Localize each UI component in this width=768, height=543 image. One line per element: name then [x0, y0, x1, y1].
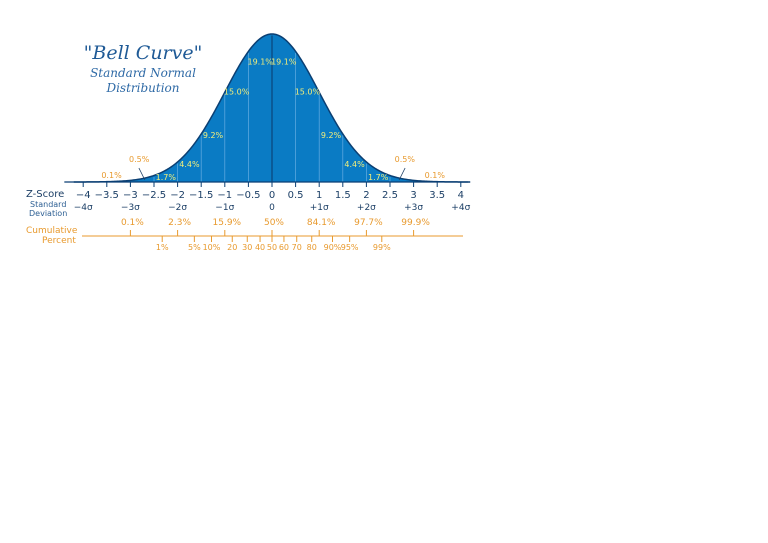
zscore-tick-label: 1.5 [335, 190, 351, 201]
segment-label: 15.0% [295, 87, 321, 96]
stddev-label: 0 [269, 203, 275, 213]
cumulative-minor-label: 5% [188, 243, 201, 252]
zscore-tick-label: −1.5 [189, 190, 213, 201]
segment-label: 19.1% [271, 58, 297, 67]
chart-subtitle-line1: Standard Normal [90, 66, 196, 80]
zscore-tick-label: −2 [170, 190, 185, 201]
segment-label: 15.0% [224, 87, 250, 96]
chart-title: "Bell Curve" [84, 42, 203, 64]
segment-labels: 0.5%1.7%4.4%9.2%15.0%19.1%19.1%15.0%9.2%… [101, 58, 445, 182]
stddev-axis-label-line1: Standard [30, 200, 66, 209]
zscore-tick-label: 2 [363, 190, 369, 201]
zscore-tick-label: −0.5 [236, 190, 260, 201]
cumulative-major-label: 2.3% [168, 218, 191, 228]
zscore-tick-label: 3 [410, 190, 416, 201]
cumulative-major-label: 15.9% [213, 218, 242, 228]
zscore-tick-label: 3.5 [429, 190, 445, 201]
zscore-tick-label: −1 [217, 190, 232, 201]
zscore-tick-label: 4 [458, 190, 464, 201]
zscore-tick-label: 0 [269, 190, 275, 201]
cumulative-minor-label: 90% [324, 243, 342, 252]
cumulative-minor-label: 30 [242, 243, 252, 252]
segment-leader-line [138, 167, 146, 181]
cumulative-minor-label: 60 [279, 243, 289, 252]
tail-label: 0.1% [101, 171, 122, 180]
segment-label: 1.7% [368, 173, 389, 182]
segment-label: 9.2% [321, 131, 342, 140]
stddev-label: +1σ [310, 203, 329, 213]
segment-label: 19.1% [247, 58, 273, 67]
zscore-tick-label: 1 [316, 190, 322, 201]
zscore-tick-label: −4 [76, 190, 91, 201]
cumulative-minor-label: 10% [203, 243, 221, 252]
stddev-label: −3σ [121, 203, 140, 213]
zscore-axis: −4 −3.5 −3 −2.5 −2 −1.5 −1 −0.5 0 0.5 1 1.5 2 2.5 3 3.5… [76, 182, 464, 201]
cumulative-axis-label-line2: Percent [42, 236, 76, 246]
cumulative-minor-label: 1% [156, 243, 169, 252]
segment-label: 9.2% [203, 131, 224, 140]
zscore-axis-label: Z-Score [26, 189, 64, 200]
cumulative-minor-label: 99% [373, 243, 391, 252]
cumulative-major-label: 99.9% [401, 218, 430, 228]
cumulative-minor-label: 80 [307, 243, 317, 252]
stddev-axis: −4σ −3σ −2σ −1σ 0 +1σ +2σ +3σ +4σ [74, 203, 471, 213]
cumulative-minor-label: 50 [267, 243, 277, 252]
cumulative-major-label: 50% [264, 218, 284, 228]
segment-label: 0.5% [395, 155, 416, 164]
cumulative-minor-label: 95% [341, 243, 359, 252]
cumulative-minor-label: 70 [292, 243, 302, 252]
stddev-label: −4σ [74, 203, 93, 213]
cumulative-minor-label: 20 [227, 243, 237, 252]
zscore-tick-label: 2.5 [382, 190, 398, 201]
curve-area [64, 33, 471, 183]
stddev-axis-label-line2: Deviation [29, 209, 67, 218]
stddev-label: −2σ [168, 203, 187, 213]
cumulative-major-label: 0.1% [121, 218, 144, 228]
zscore-tick-label: −3.5 [95, 190, 119, 201]
segment-label: 0.5% [129, 155, 150, 164]
stddev-label: +3σ [404, 203, 423, 213]
tail-label: 0.1% [425, 171, 446, 180]
segment-label: 4.4% [179, 160, 200, 169]
cumulative-minor-label: 40 [255, 243, 265, 252]
cumulative-major-label: 84.1% [307, 218, 336, 228]
stddev-label: +2σ [357, 203, 376, 213]
cumulative-major-label: 97.7% [354, 218, 383, 228]
zscore-tick-label: −3 [123, 190, 138, 201]
zscore-tick-label: −2.5 [142, 190, 166, 201]
cumulative-axis: 0.1% 2.3% 15.9% 50% 84.1% 97.7% 99.9% 1% 5% 10% 20… [82, 218, 463, 252]
segment-label: 1.7% [156, 173, 177, 182]
chart-subtitle-line2: Distribution [105, 81, 179, 95]
segment-label: 4.4% [344, 160, 365, 169]
bell-curve-outline [73, 33, 471, 183]
stddev-label: +4σ [451, 203, 470, 213]
segment-leader-line [398, 167, 406, 181]
stddev-label: −1σ [215, 203, 234, 213]
cumulative-axis-label-line1: Cumulative [26, 226, 78, 236]
zscore-tick-label: 0.5 [288, 190, 304, 201]
